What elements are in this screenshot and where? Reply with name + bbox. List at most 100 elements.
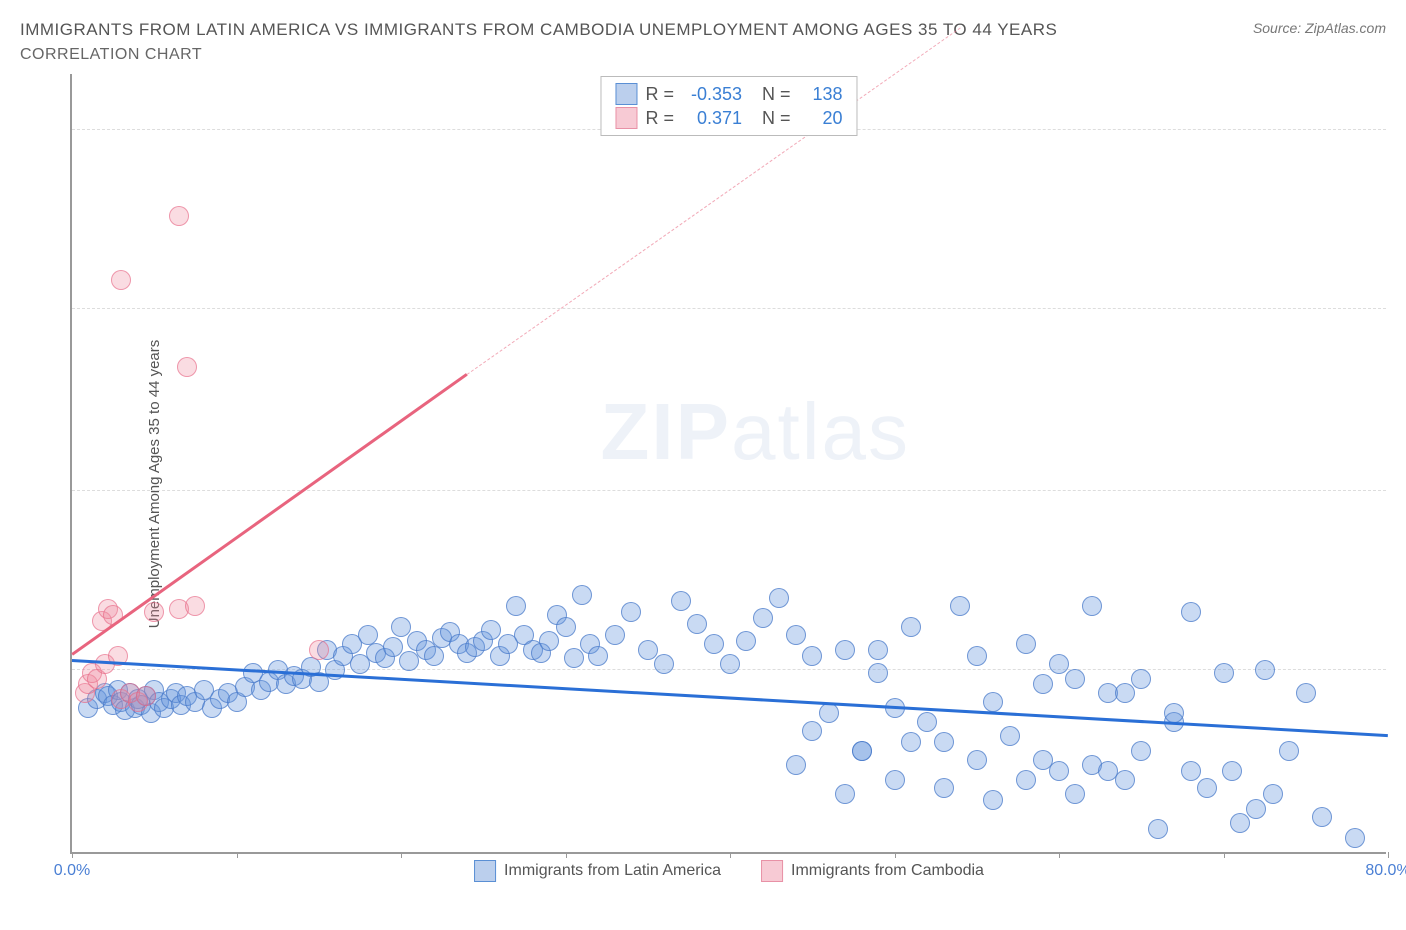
x-tick bbox=[730, 852, 731, 858]
legend-label: Immigrants from Latin America bbox=[504, 862, 721, 880]
data-point bbox=[1181, 761, 1201, 781]
legend-r-value: 0.371 bbox=[682, 108, 742, 129]
data-point bbox=[1016, 634, 1036, 654]
data-point bbox=[819, 703, 839, 723]
data-point bbox=[506, 596, 526, 616]
data-point bbox=[983, 692, 1003, 712]
data-point bbox=[835, 640, 855, 660]
data-point bbox=[1016, 770, 1036, 790]
data-point bbox=[136, 686, 156, 706]
legend-item: Immigrants from Cambodia bbox=[761, 860, 984, 882]
data-point bbox=[309, 640, 329, 660]
legend-label: Immigrants from Cambodia bbox=[791, 862, 984, 880]
data-point bbox=[556, 617, 576, 637]
data-point bbox=[111, 270, 131, 290]
data-point bbox=[1197, 778, 1217, 798]
data-point bbox=[934, 732, 954, 752]
data-point bbox=[786, 755, 806, 775]
chart-title: IMMIGRANTS FROM LATIN AMERICA VS IMMIGRA… bbox=[20, 20, 1057, 40]
data-point bbox=[1255, 660, 1275, 680]
data-point bbox=[852, 741, 872, 761]
chart-container: Unemployment Among Ages 35 to 44 years Z… bbox=[20, 74, 1386, 894]
data-point bbox=[605, 625, 625, 645]
x-tick-label: 0.0% bbox=[54, 862, 90, 880]
data-point bbox=[424, 646, 444, 666]
data-point bbox=[720, 654, 740, 674]
x-tick-label: 80.0% bbox=[1365, 862, 1406, 880]
data-point bbox=[736, 631, 756, 651]
y-tick-label: 18.8% bbox=[1396, 282, 1406, 300]
data-point bbox=[383, 637, 403, 657]
data-point bbox=[967, 646, 987, 666]
data-point bbox=[704, 634, 724, 654]
data-point bbox=[687, 614, 707, 634]
data-point bbox=[1312, 807, 1332, 827]
data-point bbox=[671, 591, 691, 611]
data-point bbox=[1049, 654, 1069, 674]
data-point bbox=[835, 784, 855, 804]
data-point bbox=[983, 790, 1003, 810]
data-point bbox=[967, 750, 987, 770]
legend-swatch bbox=[761, 860, 783, 882]
data-point bbox=[1164, 703, 1184, 723]
legend-swatch bbox=[474, 860, 496, 882]
data-point bbox=[1279, 741, 1299, 761]
data-point bbox=[1230, 813, 1250, 833]
data-point bbox=[950, 596, 970, 616]
x-tick bbox=[1059, 852, 1060, 858]
legend-swatch bbox=[615, 83, 637, 105]
data-point bbox=[901, 617, 921, 637]
data-point bbox=[1345, 828, 1365, 848]
data-point bbox=[1065, 669, 1085, 689]
x-tick bbox=[1388, 852, 1389, 858]
watermark: ZIPatlas bbox=[601, 386, 910, 478]
data-point bbox=[1033, 674, 1053, 694]
data-point bbox=[769, 588, 789, 608]
data-point bbox=[934, 778, 954, 798]
legend-item: Immigrants from Latin America bbox=[474, 860, 721, 882]
data-point bbox=[185, 596, 205, 616]
data-point bbox=[901, 732, 921, 752]
legend-swatch bbox=[615, 107, 637, 129]
data-point bbox=[1263, 784, 1283, 804]
legend-row: R = -0.353 N = 138 bbox=[615, 83, 842, 105]
x-tick bbox=[895, 852, 896, 858]
data-point bbox=[572, 585, 592, 605]
data-point bbox=[917, 712, 937, 732]
x-tick bbox=[72, 852, 73, 858]
data-point bbox=[1181, 602, 1201, 622]
data-point bbox=[1246, 799, 1266, 819]
data-point bbox=[1082, 596, 1102, 616]
data-point bbox=[1214, 663, 1234, 683]
data-point bbox=[1148, 819, 1168, 839]
data-point bbox=[1098, 761, 1118, 781]
data-point bbox=[753, 608, 773, 628]
x-tick bbox=[566, 852, 567, 858]
data-point bbox=[1222, 761, 1242, 781]
plot-area: ZIPatlas 6.3%12.5%18.8%25.0%0.0%80.0% R … bbox=[70, 74, 1386, 854]
data-point bbox=[1065, 784, 1085, 804]
x-tick bbox=[1224, 852, 1225, 858]
data-point bbox=[802, 721, 822, 741]
y-tick-label: 6.3% bbox=[1396, 643, 1406, 661]
data-point bbox=[144, 602, 164, 622]
data-point bbox=[564, 648, 584, 668]
gridline bbox=[72, 490, 1386, 491]
data-point bbox=[621, 602, 641, 622]
data-point bbox=[539, 631, 559, 651]
data-point bbox=[177, 357, 197, 377]
data-point bbox=[391, 617, 411, 637]
data-point bbox=[1296, 683, 1316, 703]
data-point bbox=[868, 663, 888, 683]
legend-n-label: N = bbox=[762, 108, 791, 129]
data-point bbox=[1000, 726, 1020, 746]
data-point bbox=[1131, 741, 1151, 761]
y-tick-label: 25.0% bbox=[1396, 103, 1406, 121]
data-point bbox=[885, 770, 905, 790]
legend-n-value: 138 bbox=[799, 84, 843, 105]
legend-stats: R = -0.353 N = 138 R = 0.371 N = 20 bbox=[600, 76, 857, 136]
data-point bbox=[868, 640, 888, 660]
legend-r-label: R = bbox=[645, 84, 674, 105]
data-point bbox=[1115, 683, 1135, 703]
x-tick bbox=[401, 852, 402, 858]
